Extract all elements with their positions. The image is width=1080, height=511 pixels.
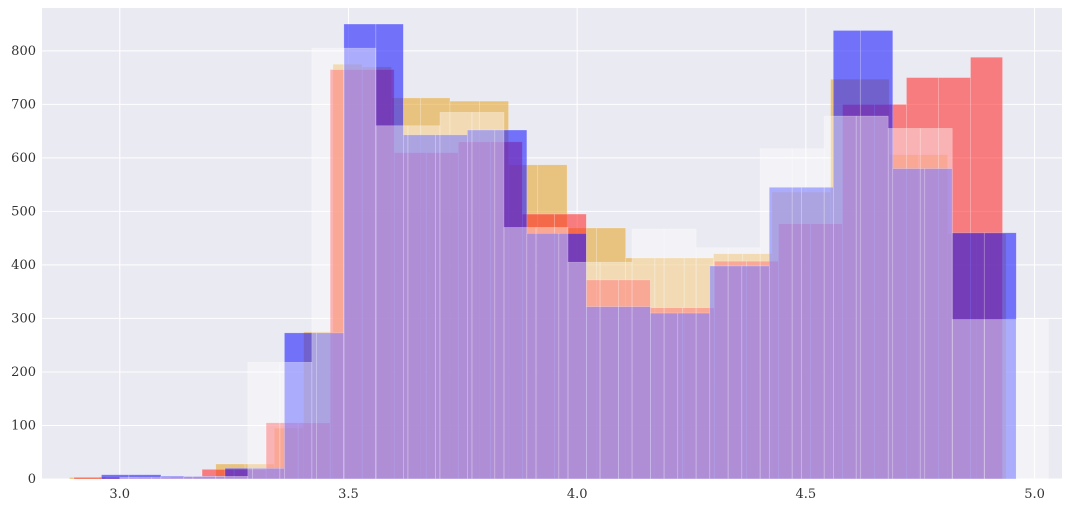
histogram-bar [833,30,862,480]
y-tick-label: 600 [11,151,36,166]
histogram-bar [407,125,441,480]
histogram-bar [471,112,505,480]
y-tick-label: 500 [11,204,36,219]
y-tick-label: 100 [11,418,36,433]
histogram-bar [151,477,185,480]
histogram-bar [599,261,633,480]
histogram-bar [983,319,1017,480]
histogram-bar [1015,318,1049,480]
histogram-bar [791,148,825,480]
histogram-bar [558,233,587,480]
y-tick-label: 0 [28,472,36,487]
histogram-bar [311,47,345,480]
y-tick-label: 800 [11,44,36,59]
series-3 [101,23,1017,480]
histogram-bar [494,129,528,480]
histogram-bar [855,115,889,480]
x-tick-label: 3.0 [109,487,130,502]
x-tick-label: 5.0 [1024,487,1045,502]
histogram-bar [375,125,409,480]
histogram-bar [567,261,601,480]
series-4 [119,47,1049,480]
histogram-bar [343,23,377,480]
histogram-bar [951,319,985,480]
y-tick-label: 400 [11,258,36,273]
histogram-bar [663,228,697,480]
histogram-bar [741,265,770,480]
histogram-bar [284,332,317,480]
histogram-bar [924,168,953,480]
histogram-bar [279,362,313,480]
histogram-bar [247,362,281,480]
histogram-bar [586,306,619,480]
y-tick-label: 700 [11,97,36,112]
histogram-bar [727,247,761,480]
histogram-bar [800,187,834,480]
bars-layer [69,23,1049,480]
histogram-bar [119,477,153,480]
x-tick-label: 3.5 [338,487,359,502]
y-axis: 0 100 200 300 400 500 600 700 800 [11,44,36,487]
histogram-bar [823,115,857,480]
histogram-bar [316,332,345,480]
x-tick-label: 4.0 [567,487,588,502]
histogram-bar [951,232,985,480]
histogram-bar [375,23,404,480]
histogram-bar [215,476,249,480]
histogram-bar [503,227,537,480]
histogram-bar [631,228,665,480]
histogram-bar [650,312,679,480]
histogram-bar [860,30,894,480]
histogram-bar [677,312,711,480]
x-axis: 3.0 3.5 4.0 4.5 5.0 [109,487,1044,502]
histogram-bar [919,128,953,480]
histogram-bar [343,47,377,480]
histogram-bar [535,227,569,480]
histogram-bar [695,247,729,480]
x-tick-label: 4.5 [796,487,817,502]
histogram-bar [439,112,473,480]
y-tick-label: 300 [11,311,36,326]
histogram-bar [709,265,743,480]
histogram-bar [768,187,802,480]
y-tick-label: 200 [11,365,36,380]
histogram-bar [759,148,793,480]
histogram-bar [435,134,468,480]
histogram-bar [892,168,926,480]
histogram-bar [403,134,436,480]
histogram-bar [983,232,1017,480]
histogram-bar [526,233,560,480]
histogram-bar [887,128,921,480]
histogram-bar [183,476,217,480]
